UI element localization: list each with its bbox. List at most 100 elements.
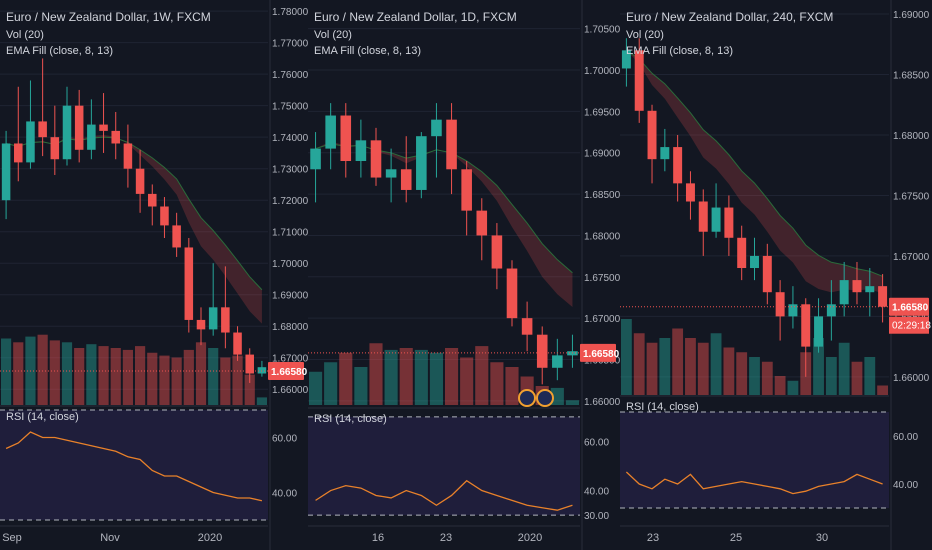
volume-bar <box>825 357 837 395</box>
candle-body <box>38 121 47 138</box>
volume-bar <box>208 348 219 405</box>
candle-body <box>711 207 721 232</box>
ema-line <box>626 49 883 277</box>
volume-bar <box>787 380 799 395</box>
candle-body <box>221 307 230 333</box>
volume-bar <box>659 338 671 395</box>
volume-bar <box>646 342 658 395</box>
volume-bar <box>749 357 760 395</box>
candle-body <box>852 280 862 293</box>
volume-bar <box>813 338 824 395</box>
time-tick-label: Sep <box>2 532 22 544</box>
volume-bar <box>183 349 194 405</box>
price-tick-label: 1.69500 <box>584 107 621 118</box>
time-tick-label: 23 <box>647 532 659 544</box>
candle-body <box>62 105 72 160</box>
candle-body <box>400 169 412 190</box>
price-tick-label: 1.76000 <box>272 70 309 81</box>
candle-body <box>416 136 427 190</box>
volume-bar <box>49 340 60 405</box>
price-tick-label: 1.69000 <box>272 291 309 302</box>
volume-bar <box>220 357 231 405</box>
volume-label: Vol (20) <box>314 29 352 41</box>
candle-body <box>184 247 194 320</box>
candle-body <box>878 286 888 307</box>
last-price-tag <box>580 343 616 362</box>
chart-panel-2: 1.70500 1.70000 1.69500 1.69000 1.68500 1.680… <box>308 0 621 550</box>
candle-body <box>208 307 218 330</box>
price-tick-label: 1.78000 <box>272 7 309 18</box>
candle-body <box>750 255 759 269</box>
volume-bar <box>232 355 243 405</box>
rsi-tick-label: 60.00 <box>584 437 609 448</box>
candle-body <box>50 137 60 160</box>
volume-bar <box>171 357 182 405</box>
volume-bar <box>672 328 684 395</box>
ema-label: EMA Fill (close, 8, 13) <box>6 45 113 57</box>
candle-body <box>160 206 169 226</box>
volume-bar <box>550 387 564 405</box>
volume-bar <box>475 346 489 405</box>
candle-body <box>14 143 23 163</box>
candle-body <box>660 147 670 160</box>
candle-body <box>257 367 267 374</box>
candle-body <box>552 355 563 368</box>
rsi-tick-label: 40.00 <box>893 480 918 491</box>
candle-body <box>685 183 695 202</box>
price-tick-label: 1.70000 <box>584 66 621 77</box>
candle-body <box>99 124 108 131</box>
volume-bar <box>697 342 709 395</box>
candle-body <box>865 286 875 293</box>
candle-body <box>123 143 133 169</box>
candle-body <box>431 119 442 137</box>
candle-body <box>698 201 708 232</box>
volume-bar <box>621 319 632 395</box>
chart-title: Euro / New Zealand Dollar, 1D, FXCM <box>314 10 517 24</box>
volume-bar <box>414 349 428 405</box>
rsi-tick-label: 40.00 <box>584 487 609 498</box>
volume-bar <box>1 338 12 405</box>
volume-bar <box>354 367 368 405</box>
volume-bar <box>633 333 645 395</box>
price-tick-label: 1.66000 <box>272 385 309 396</box>
rsi-line <box>5 431 263 502</box>
candle-body <box>461 169 472 211</box>
candle-body <box>385 169 397 178</box>
price-tick-label: 1.70500 <box>584 25 621 36</box>
rsi-band <box>0 410 268 520</box>
volume-bar <box>110 348 121 405</box>
ema-label: EMA Fill (close, 8, 13) <box>626 45 733 57</box>
rsi-tick-label: 60.00 <box>272 434 297 445</box>
volume-bar <box>159 355 170 405</box>
candle-body <box>196 319 206 330</box>
volume-bar <box>864 357 876 395</box>
price-tick-label: 1.66000 <box>584 397 621 408</box>
volume-bar <box>256 397 267 405</box>
time-tick-label: 2020 <box>198 532 222 544</box>
price-tick-label: 1.68500 <box>584 190 621 201</box>
candle-body <box>476 210 488 236</box>
candle-body <box>724 207 734 238</box>
volume-bar <box>324 362 338 405</box>
rsi-label: RSI (14, close) <box>314 413 387 425</box>
price-tick-label: 1.74000 <box>272 133 309 144</box>
candle-body <box>355 140 367 162</box>
price-tick-label: 1.66000 <box>893 373 930 384</box>
time-tick-label: 25 <box>730 532 742 544</box>
candle-body <box>1 143 11 201</box>
volume-bar <box>195 342 207 405</box>
candle-body <box>491 235 503 269</box>
candle-body <box>245 354 254 374</box>
price-tick-label: 1.67000 <box>272 354 309 365</box>
candle-body <box>310 148 321 170</box>
price-tick-label: 1.69000 <box>584 149 621 160</box>
candle-body <box>536 334 548 368</box>
volume-bar <box>61 342 73 405</box>
volume-bar <box>685 338 696 395</box>
rsi-tick-label: 60.00 <box>893 432 918 443</box>
price-tick-label: 1.68000 <box>893 131 930 142</box>
last-price-label: 1.66580 <box>892 303 929 314</box>
candle-body <box>621 50 631 69</box>
price-tick-label: 1.72000 <box>272 196 309 207</box>
volume-bar <box>505 367 519 405</box>
